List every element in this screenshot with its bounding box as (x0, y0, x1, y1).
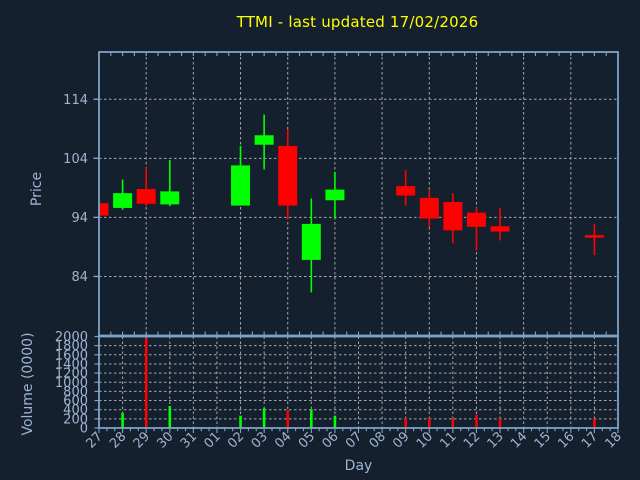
volume-tick-label: 1000 (55, 376, 88, 391)
x-tick-label: 18 (603, 429, 625, 451)
price-tick-label: 84 (71, 270, 88, 285)
candle-body (301, 223, 321, 260)
candle-body (231, 165, 251, 206)
x-tick-label: 30 (154, 429, 176, 451)
x-tick-label: 13 (485, 429, 507, 451)
volume-bar (144, 338, 148, 428)
candle-body (99, 203, 109, 216)
candles-layer (99, 114, 604, 293)
x-tick-label: 28 (107, 429, 129, 451)
candle-body (136, 189, 156, 204)
volume-tick-label: 1800 (55, 339, 88, 354)
volume-bar (286, 410, 290, 428)
volume-tick-label: 2000 (55, 330, 88, 345)
x-tick-label: 09 (390, 429, 412, 451)
volume-bar (333, 415, 337, 428)
x-tick-label: 29 (131, 429, 153, 451)
volume-bar (168, 406, 172, 428)
volume-bar (451, 418, 455, 428)
volume-bar (427, 418, 431, 428)
volume-tick-label: 800 (63, 385, 88, 400)
candle-body (419, 197, 439, 219)
candle-body (325, 189, 345, 201)
volume-bar (498, 418, 502, 428)
price-tick-label: 94 (71, 211, 88, 226)
x-tick-label: 05 (296, 429, 318, 451)
candle-body (113, 193, 133, 208)
volume-bar (310, 409, 313, 428)
x-tick-label: 03 (249, 429, 271, 451)
x-tick-label: 06 (319, 429, 341, 451)
chart-title: TTMI - last updated 17/02/2026 (236, 13, 479, 31)
x-tick-label: 17 (579, 429, 601, 451)
candle-body (443, 202, 463, 231)
candle-body (254, 135, 274, 145)
x-tick-label: 08 (367, 429, 389, 451)
volume-tick-label: 0 (80, 422, 88, 437)
volume-bar (593, 418, 596, 428)
x-tick-label: 14 (508, 429, 530, 451)
x-tick-label: 31 (178, 429, 200, 451)
volume-tick-label: 1600 (55, 348, 88, 363)
x-tick-label: 07 (343, 429, 365, 451)
price-tick-label: 104 (63, 152, 88, 167)
x-tick-label: 02 (225, 429, 247, 451)
volume-tick-label: 200 (63, 412, 88, 427)
candle-body (490, 226, 510, 232)
x-tick-label: 10 (414, 429, 436, 451)
volume-tick-label: 1400 (55, 357, 88, 372)
volume-tick-label: 400 (63, 403, 88, 418)
x-tick-label: 04 (272, 429, 294, 451)
candle-body (160, 191, 180, 205)
volume-bar (475, 414, 478, 428)
candle-body (396, 186, 416, 196)
x-tick-label: 01 (201, 429, 223, 451)
volume-tick-label: 600 (63, 394, 88, 409)
volume-layer (121, 338, 596, 428)
price-tick-label: 114 (63, 93, 88, 108)
x-tick-label: 15 (532, 429, 554, 451)
x-axis-label: Day (344, 458, 373, 474)
volume-bar (262, 408, 266, 428)
x-tick-label: 11 (437, 429, 459, 451)
x-tick-label: 12 (461, 429, 483, 451)
volume-bar (239, 415, 242, 428)
volume-bar (404, 418, 407, 428)
volume-tick-label: 1200 (55, 367, 88, 382)
candle-body (584, 235, 604, 238)
volume-bar (121, 412, 124, 428)
candle-body (466, 212, 486, 227)
x-tick-label: 16 (555, 429, 577, 451)
candle-body (278, 145, 298, 206)
